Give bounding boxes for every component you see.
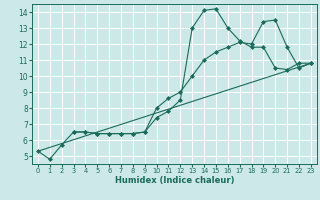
X-axis label: Humidex (Indice chaleur): Humidex (Indice chaleur) [115, 176, 234, 185]
